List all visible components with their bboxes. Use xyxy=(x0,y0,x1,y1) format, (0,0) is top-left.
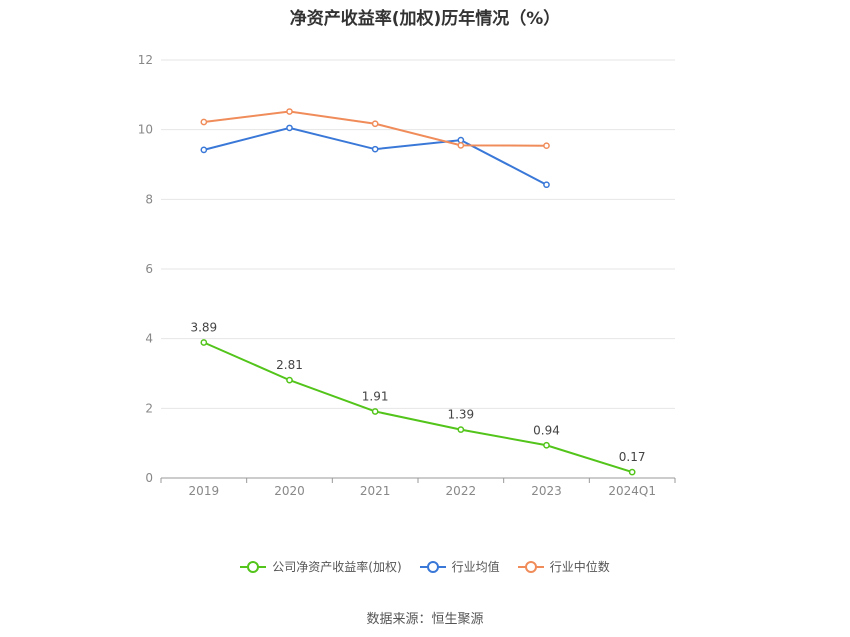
legend-marker-icon xyxy=(240,560,267,574)
y-tick-label: 4 xyxy=(145,332,153,346)
x-tick-label: 2024Q1 xyxy=(608,484,656,498)
x-tick-label: 2022 xyxy=(446,484,477,498)
legend-marker-icon xyxy=(419,560,446,574)
series-line-0 xyxy=(203,341,633,474)
data-label: 0.17 xyxy=(619,450,646,464)
series-point-2 xyxy=(457,141,465,149)
y-tick-label: 0 xyxy=(145,471,153,485)
y-tick-label: 2 xyxy=(145,401,153,415)
data-label: 1.91 xyxy=(362,389,389,403)
series-point-0 xyxy=(286,376,293,384)
legend-label: 行业均值 xyxy=(451,560,500,574)
series-line-1 xyxy=(203,126,547,186)
x-tick-label: 2019 xyxy=(189,484,220,498)
series-point-0 xyxy=(371,408,379,415)
legend-label: 公司净资产收益率(加权) xyxy=(272,560,402,574)
series-point-1 xyxy=(543,181,550,189)
chart-title: 净资产收益率(加权)历年情况（%） xyxy=(289,9,561,29)
y-tick-label: 8 xyxy=(145,192,153,206)
data-label: 1.39 xyxy=(447,408,474,422)
series-point-1 xyxy=(457,136,465,144)
chart-legend: 公司净资产收益率(加权) 行业均值 行业中位数 xyxy=(0,558,850,575)
y-tick-label: 10 xyxy=(138,123,153,137)
x-tick-label: 2021 xyxy=(360,484,391,498)
data-label: 0.94 xyxy=(533,423,560,437)
y-tick-label: 6 xyxy=(145,262,153,276)
series-line-2 xyxy=(203,110,547,147)
series-point-2 xyxy=(286,108,293,115)
series-point-2 xyxy=(543,142,550,150)
legend-item-2[interactable]: 行业中位数 xyxy=(517,558,610,575)
series-point-0 xyxy=(543,441,550,449)
series-point-0 xyxy=(628,468,636,476)
data-label: 2.81 xyxy=(276,358,303,372)
data-label: 3.89 xyxy=(190,320,217,334)
legend-item-0[interactable]: 公司净资产收益率(加权) xyxy=(240,558,402,575)
series-point-0 xyxy=(457,426,465,433)
x-tick-label: 2020 xyxy=(274,484,305,498)
legend-label: 行业中位数 xyxy=(549,560,610,574)
data-source-note: 数据来源：恒生聚源 xyxy=(366,612,484,627)
series-point-1 xyxy=(200,146,208,154)
series-point-0 xyxy=(200,339,208,346)
x-tick-label: 2023 xyxy=(531,484,562,498)
legend-marker-icon xyxy=(517,560,544,574)
series-point-1 xyxy=(286,124,293,132)
series-point-1 xyxy=(371,145,379,153)
series-point-2 xyxy=(200,118,208,126)
legend-item-1[interactable]: 行业均值 xyxy=(419,558,500,575)
y-tick-label: 12 xyxy=(138,53,153,67)
series-point-2 xyxy=(371,120,379,128)
